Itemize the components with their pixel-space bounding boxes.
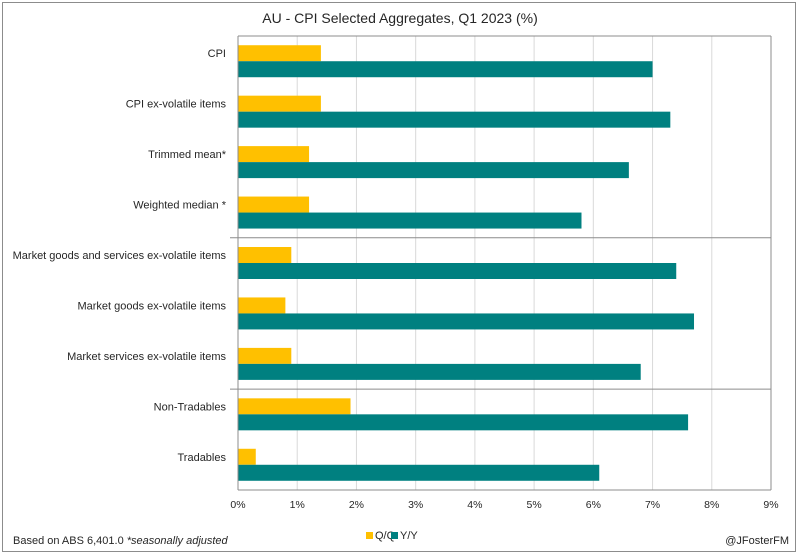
legend-label-yy: Y/Y — [400, 530, 418, 542]
x-tick-label: 3% — [408, 499, 423, 511]
bar-qq — [238, 196, 310, 213]
category-label: CPI ex-volatile items — [126, 99, 227, 111]
x-tick-label: 4% — [467, 499, 482, 511]
x-tick-label: 0% — [230, 499, 245, 511]
bar-qq — [238, 347, 292, 364]
x-tick-label: 5% — [527, 499, 542, 511]
bar-yy — [238, 363, 641, 380]
x-tick-labels: 0% 1% 2% 3% 4% 5% 6% 7% 8% 9% — [230, 499, 778, 511]
source-text: Based on ABS 6,401.0 — [13, 535, 127, 547]
bars — [238, 45, 695, 481]
source-note: Based on ABS 6,401.0 *seasonally adjuste… — [13, 535, 229, 547]
bar-yy — [238, 61, 653, 78]
legend: Q/Q Y/Y — [366, 530, 418, 542]
category-label: Non-Tradables — [154, 401, 227, 413]
bar-yy — [238, 263, 677, 279]
bar-qq — [238, 146, 310, 163]
legend-label-qq: Q/Q — [375, 530, 396, 542]
bar-yy — [238, 111, 671, 128]
bar-yy — [238, 212, 582, 229]
bar-yy — [238, 464, 600, 481]
category-label: Market goods and services ex-volatile it… — [13, 250, 227, 262]
author-credit: @JFosterFM — [725, 535, 789, 547]
category-labels: CPI CPI ex-volatile items Trimmed mean* Wei… — [13, 48, 227, 464]
bar-qq — [238, 448, 256, 465]
bar-yy — [238, 162, 629, 179]
category-label: Weighted median * — [133, 200, 226, 212]
legend-swatch-qq — [366, 532, 373, 539]
bar-qq — [238, 398, 351, 415]
x-tick-label: 2% — [349, 499, 364, 511]
chart-title: AU - CPI Selected Aggregates, Q1 2023 (%… — [262, 10, 537, 26]
bar-yy — [238, 414, 689, 431]
category-label: CPI — [208, 48, 226, 60]
category-label: Market services ex-volatile items — [67, 351, 226, 363]
bar-qq — [238, 297, 286, 314]
bar-qq — [238, 95, 321, 112]
legend-swatch-yy — [391, 532, 398, 539]
bar-qq — [238, 247, 292, 263]
category-label: Trimmed mean* — [148, 149, 227, 161]
x-tick-label: 8% — [704, 499, 719, 511]
chart-frame: AU - CPI Selected Aggregates, Q1 2023 (%… — [2, 2, 796, 552]
axes — [230, 35, 772, 491]
bar-qq — [238, 45, 321, 62]
x-tick-label: 1% — [290, 499, 305, 511]
x-tick-label: 7% — [645, 499, 660, 511]
x-tick-label: 9% — [763, 499, 778, 511]
bar-yy — [238, 313, 695, 330]
seasonal-note: *seasonally adjusted — [127, 535, 229, 547]
x-tick-label: 6% — [586, 499, 601, 511]
bar-chart: AU - CPI Selected Aggregates, Q1 2023 (%… — [13, 10, 789, 547]
category-label: Tradables — [177, 452, 226, 464]
category-label: Market goods ex-volatile items — [77, 300, 226, 312]
